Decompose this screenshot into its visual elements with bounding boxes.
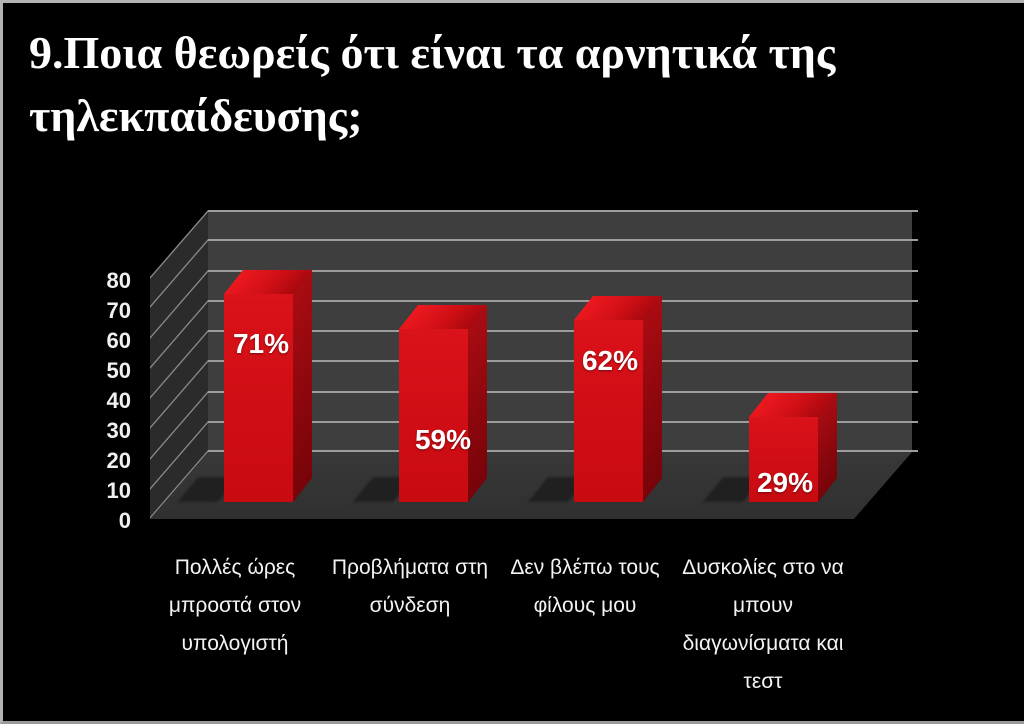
gridline-back bbox=[208, 390, 912, 393]
gridline-back bbox=[208, 299, 912, 302]
bar-front-face bbox=[399, 329, 468, 502]
bar-front-face bbox=[224, 294, 293, 502]
bar-front-face bbox=[749, 417, 818, 502]
gridline-left bbox=[150, 299, 208, 369]
axis-tick bbox=[912, 390, 918, 393]
bar-side-face bbox=[468, 305, 487, 502]
bar-front-face bbox=[574, 320, 643, 502]
y-tick-label: 80 bbox=[106, 268, 131, 293]
category-label: Προβλήματα στη σύνδεση bbox=[331, 556, 489, 617]
gridline-left bbox=[150, 269, 208, 339]
gridline-left bbox=[150, 390, 208, 460]
chart-title: 9.Ποια θεωρείς ότι είναι τα αρνητικά της… bbox=[29, 27, 836, 141]
y-tick-label: 70 bbox=[106, 298, 131, 323]
gridline-back bbox=[208, 210, 912, 212]
y-tick-label: 0 bbox=[118, 508, 131, 533]
gridline-back bbox=[208, 269, 912, 272]
bar-value-label: 71% bbox=[232, 328, 290, 359]
category-label: Δεν βλέπω τους φίλους μου bbox=[510, 556, 660, 617]
gridline-left bbox=[150, 210, 208, 279]
bar-side-face bbox=[643, 296, 662, 502]
y-tick-label: 50 bbox=[106, 358, 131, 383]
gridline-back bbox=[208, 450, 912, 452]
y-tick-label: 10 bbox=[106, 478, 131, 503]
axis-tick bbox=[912, 420, 918, 423]
axis-tick bbox=[912, 299, 918, 302]
bar-value-label: 59% bbox=[414, 424, 472, 455]
y-tick-label: 60 bbox=[106, 328, 131, 353]
gridline-back bbox=[208, 360, 912, 363]
bar-chart-3d: 0 10 20 30 40 50 60 70 80 71% 59% 62% 29% Πολλές ώρ… bbox=[3, 3, 1024, 721]
axis-tick bbox=[912, 450, 918, 452]
gridline-left bbox=[150, 360, 208, 430]
y-tick-label: 20 bbox=[106, 448, 131, 473]
gridline-back bbox=[208, 330, 912, 332]
y-tick-label: 40 bbox=[106, 388, 131, 413]
axis-tick bbox=[912, 360, 918, 363]
axis-tick bbox=[912, 239, 918, 242]
gridline-left bbox=[150, 239, 208, 309]
category-label: Δυσκολίες στο να μπουν διαγωνίσματα και … bbox=[682, 556, 844, 693]
gridline-back bbox=[208, 420, 912, 423]
y-tick-label: 30 bbox=[106, 418, 131, 443]
axis-tick bbox=[912, 269, 918, 272]
gridline-back bbox=[208, 239, 912, 242]
gridline-left bbox=[150, 330, 208, 399]
bar-value-label: 62% bbox=[581, 345, 639, 376]
bar-side-face bbox=[293, 270, 312, 502]
bar-value-label: 29% bbox=[756, 467, 814, 498]
axis-tick bbox=[912, 330, 918, 332]
category-label: Πολλές ώρες μπροστά στον υπολογιστή bbox=[168, 556, 302, 655]
axis-tick bbox=[912, 210, 918, 212]
